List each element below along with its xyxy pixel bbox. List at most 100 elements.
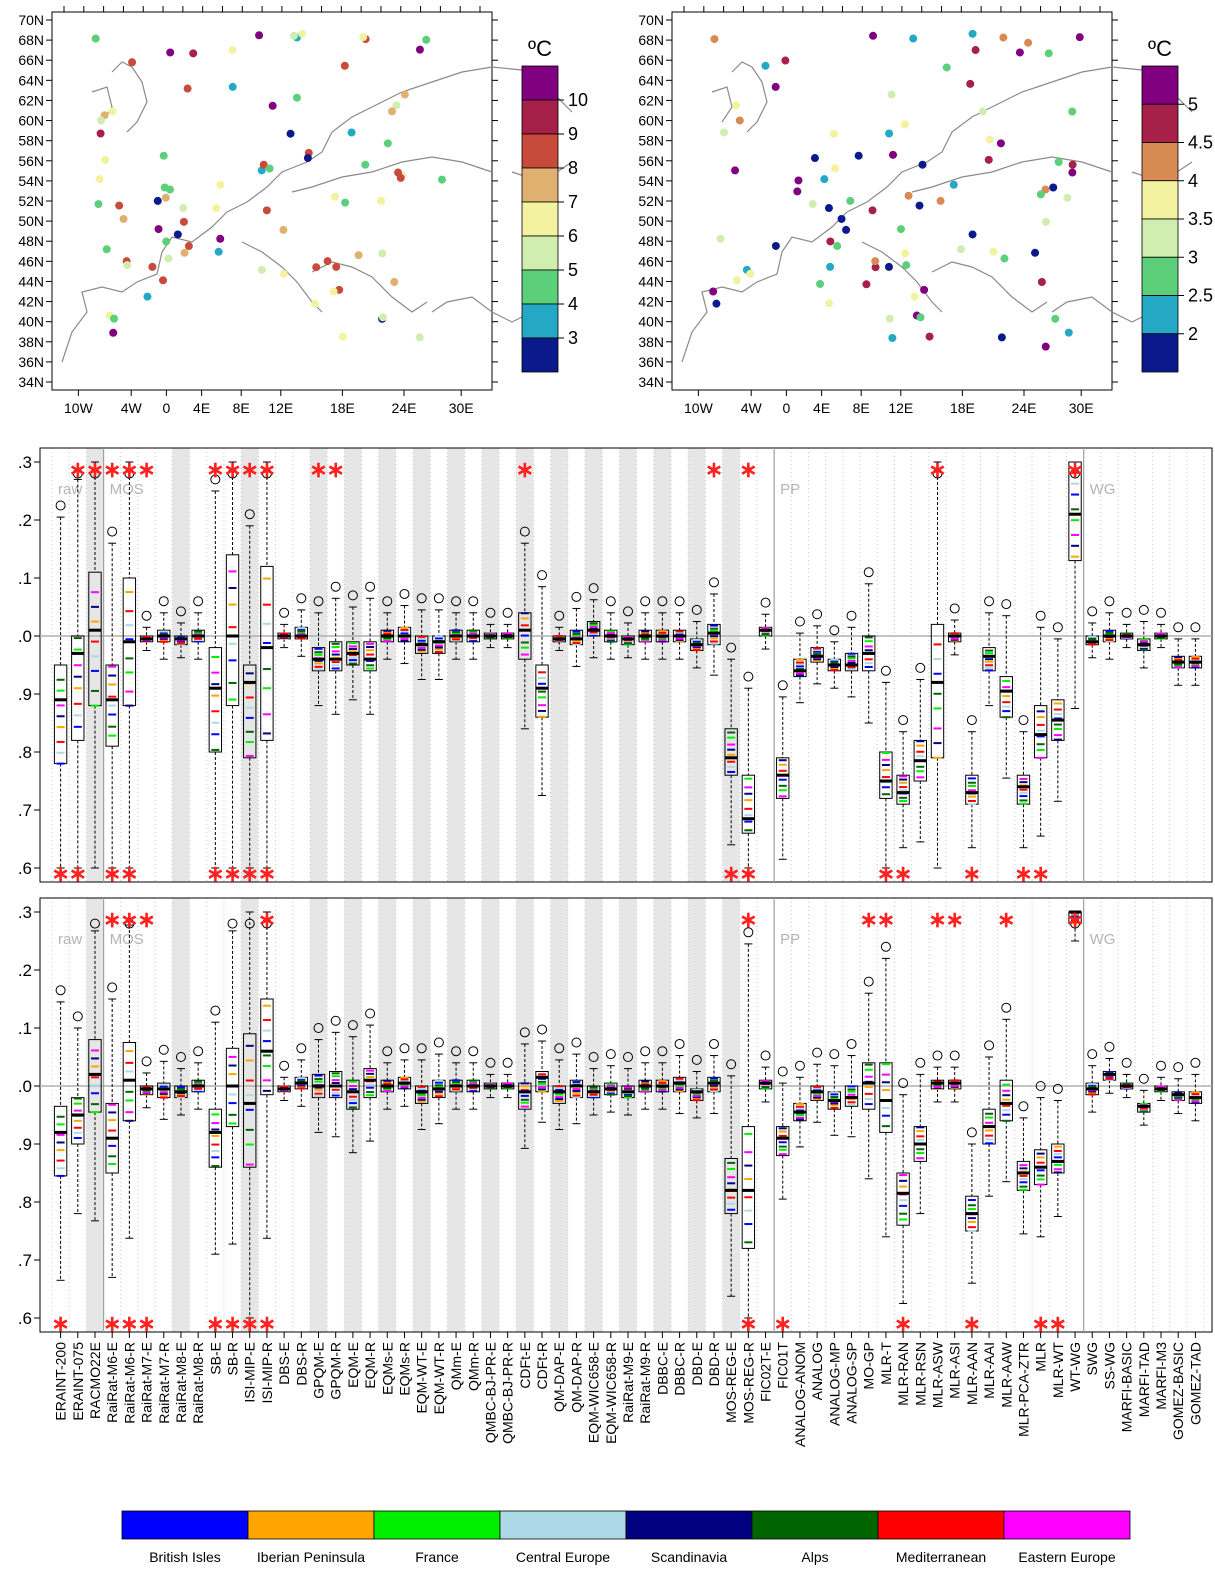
star-marker-bottom: ∗ [51, 861, 69, 886]
outlier [605, 596, 616, 607]
outlier [554, 1043, 565, 1054]
station-dot [918, 160, 927, 169]
outlier [863, 976, 874, 987]
outlier [210, 474, 221, 485]
legend-swatch [521, 269, 559, 305]
box [71, 635, 85, 741]
outlier [812, 609, 823, 620]
station-dot [989, 247, 998, 256]
station-dot [378, 249, 387, 258]
outlier [433, 593, 444, 604]
coastline [111, 61, 148, 133]
station-dot [437, 175, 446, 184]
outlier [1104, 1041, 1115, 1052]
legend-swatch [521, 201, 559, 237]
lat-label: 60N [638, 113, 664, 129]
shaded-column [378, 898, 396, 1332]
legend-value: 10 [568, 90, 588, 110]
outlier [227, 918, 238, 929]
outlier [382, 1046, 393, 1057]
outlier [674, 596, 685, 607]
station-dot [338, 332, 347, 341]
star-marker-top: ∗ [69, 457, 87, 482]
outlier [1104, 596, 1115, 607]
category-label: MARFI-TAD [1136, 1342, 1152, 1417]
station-dot [110, 314, 119, 323]
outlier [846, 1038, 857, 1049]
outlier [244, 509, 255, 520]
lat-label: 40N [638, 314, 664, 330]
outlier [640, 1046, 651, 1057]
lat-label: 56N [638, 153, 664, 169]
outlier [588, 1052, 599, 1062]
station-dot [94, 200, 103, 209]
station-dot [286, 129, 295, 138]
box [862, 1062, 876, 1110]
lon-label: 12E [888, 400, 913, 416]
outlier [296, 593, 307, 604]
category-label: RaiRat-M6-R [121, 1342, 137, 1424]
lat-label: 44N [638, 273, 664, 289]
legend-swatch [1141, 295, 1179, 335]
legend-value: 5 [1188, 94, 1198, 114]
station-dot [330, 192, 339, 201]
legend-swatch [521, 99, 559, 135]
legend-swatch [1141, 218, 1179, 258]
station-dot [392, 101, 401, 110]
region-label: Scandinavia [651, 1549, 727, 1565]
station-dot [1037, 278, 1046, 287]
outlier [691, 1054, 702, 1065]
legend-swatch [1141, 180, 1179, 220]
outlier [1035, 610, 1046, 621]
station-dot [1036, 190, 1045, 199]
lat-label: 64N [18, 72, 44, 88]
outlier [519, 1027, 530, 1038]
lat-label: 40N [18, 314, 44, 330]
outlier [898, 1078, 909, 1089]
y-tick-label: .9 [18, 1135, 32, 1154]
outlier [657, 596, 668, 607]
category-label: MO-GP [861, 1342, 877, 1389]
station-dot [968, 230, 977, 239]
star-marker-top: ∗ [326, 457, 344, 482]
station-dot [1063, 193, 1072, 202]
legend-value: 7 [568, 192, 578, 212]
star-marker-bottom: ∗ [51, 1311, 69, 1336]
boxplot-panel-bottom: raw MOS PP WG.3.2.1.0.9.8.7.6∗∗∗ ∗ ∗ ∗∗ ∗∗ ∗ ∗∗ ∗∗… [18, 897, 1213, 1336]
outlier [193, 1046, 204, 1057]
station-dot [966, 79, 975, 88]
y-tick-label: .3 [18, 903, 32, 922]
outlier [347, 1020, 358, 1031]
star-marker-bottom: ∗ [963, 861, 981, 886]
unit-label: ºC [528, 36, 552, 61]
outlier [1173, 622, 1184, 633]
outlier [760, 1050, 771, 1061]
station-dot [91, 34, 100, 43]
outlier [623, 1052, 633, 1062]
lat-label: 70N [638, 12, 664, 28]
lon-label: 0 [163, 400, 171, 416]
region-swatch [499, 1510, 627, 1540]
station-dot [216, 180, 225, 189]
outlier [777, 1066, 788, 1077]
station-dot [1075, 33, 1084, 42]
outlier [468, 596, 479, 607]
box [363, 641, 377, 672]
category-labels: ERAINT-200 ERAINT-075 RACMO22E RaiRat-M6-E R… [53, 1332, 1203, 1447]
star-marker-bottom: ∗ [120, 861, 138, 886]
station-dot [159, 151, 168, 160]
section-label: PP [780, 481, 800, 498]
lat-label: 68N [638, 32, 664, 48]
station-dot [387, 107, 396, 116]
station-dot [909, 34, 918, 43]
outlier [175, 1052, 186, 1062]
star-marker-top: ∗ [705, 457, 723, 482]
outlier [416, 1043, 427, 1054]
category-label: MLR-AAN [964, 1342, 980, 1405]
outlier [433, 1037, 444, 1048]
station-dot [228, 46, 237, 55]
station-dot [415, 45, 424, 54]
lat-label: 68N [18, 32, 44, 48]
lat-label: 66N [18, 52, 44, 68]
category-label: GPQM-E [311, 1342, 327, 1399]
